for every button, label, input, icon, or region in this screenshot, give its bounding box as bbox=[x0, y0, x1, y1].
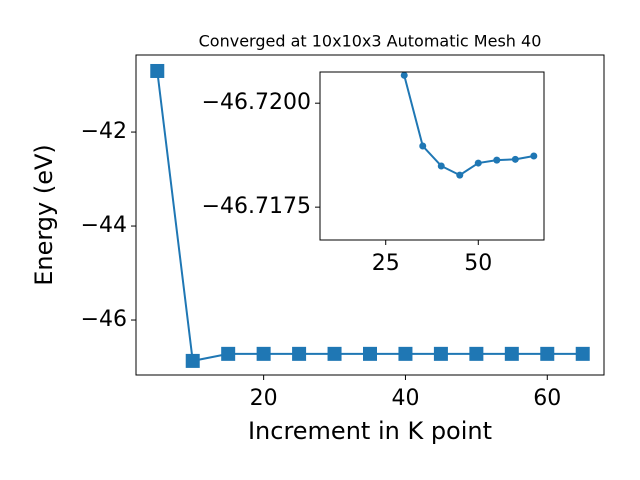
marker bbox=[419, 142, 427, 150]
x-tick-label: 40 bbox=[391, 386, 419, 411]
marker bbox=[540, 346, 555, 361]
y-tick-label: −42 bbox=[81, 119, 127, 144]
y-tick-label: −44 bbox=[81, 213, 127, 238]
plot-frame bbox=[135, 54, 605, 376]
marker bbox=[433, 346, 448, 361]
marker bbox=[575, 346, 590, 361]
x-tick-label: 50 bbox=[464, 251, 492, 276]
x-tick-label: 20 bbox=[250, 386, 278, 411]
marker bbox=[292, 346, 307, 361]
marker bbox=[363, 346, 377, 361]
marker bbox=[398, 346, 413, 361]
marker bbox=[456, 171, 464, 179]
marker bbox=[221, 346, 236, 361]
y-axis-label: Energy (eV) bbox=[30, 144, 58, 286]
x-tick-label: 25 bbox=[372, 251, 400, 276]
marker bbox=[327, 346, 342, 361]
x-axis-label: Increment in K point bbox=[248, 417, 492, 445]
marker bbox=[474, 159, 482, 167]
y-tick-label: −46 bbox=[81, 307, 127, 332]
x-tick-label: 60 bbox=[533, 386, 561, 411]
marker bbox=[511, 155, 519, 163]
marker bbox=[256, 346, 271, 361]
marker bbox=[504, 346, 519, 361]
marker bbox=[493, 156, 501, 164]
marker bbox=[530, 152, 538, 160]
marker bbox=[469, 346, 484, 361]
marker bbox=[185, 353, 200, 368]
y-tick-label: −46.7175 bbox=[202, 194, 311, 219]
chart-title: Converged at 10x10x3 Automatic Mesh 40 bbox=[199, 32, 542, 51]
marker bbox=[150, 63, 165, 78]
plot-frame bbox=[319, 71, 545, 241]
y-tick-label: −46.7200 bbox=[202, 90, 311, 115]
marker bbox=[400, 72, 408, 79]
marker bbox=[437, 162, 445, 170]
